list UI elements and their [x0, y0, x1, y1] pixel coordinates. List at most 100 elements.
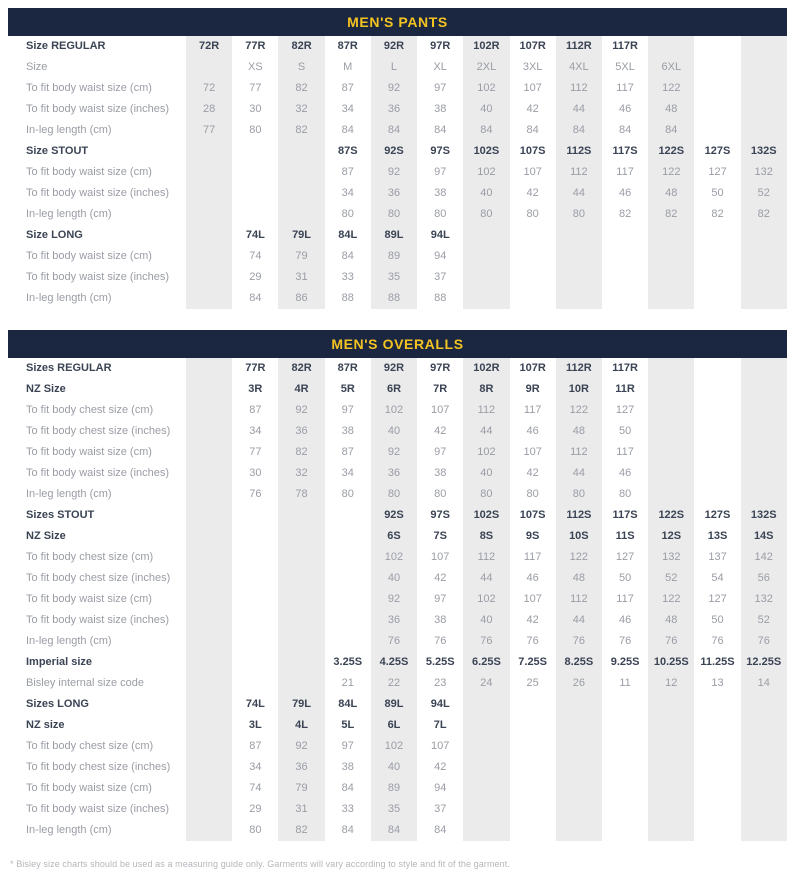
size-cell [186, 568, 233, 589]
size-cell: 44 [555, 183, 602, 204]
size-cell: 92 [278, 736, 325, 757]
size-cell: 84 [434, 124, 447, 136]
size-cell [278, 183, 325, 204]
table-row: To fit body waist size (inches) 36 38 40 42 4… [8, 610, 787, 631]
size-cell: 76 [249, 488, 262, 500]
size-cell: 112S [555, 505, 602, 526]
size-cell: 89L [370, 225, 418, 246]
size-cell [740, 120, 787, 141]
size-cell: 80 [555, 204, 602, 225]
size-cell: 122 [648, 589, 695, 610]
size-cell: 23 [434, 677, 447, 689]
table-row: In-leg length (cm) 77 80 82 84 84 84 84 84 84 84 84 [8, 120, 787, 141]
size-cell: 4L [278, 715, 325, 736]
row-label: To fit body waist size (cm) [26, 166, 152, 178]
size-cell [740, 288, 787, 309]
size-cell: 9S [525, 530, 540, 542]
table-row: NZ size 3L 4L 5L 6L 7L [8, 715, 787, 736]
size-cell [232, 162, 278, 183]
size-cell [186, 631, 233, 652]
size-cell: 32 [278, 99, 325, 120]
size-cell: 5R [340, 383, 355, 395]
size-cell: 36 [278, 421, 325, 442]
size-cell: 84 [249, 292, 262, 304]
table-row: NZ Size 6S 7S 8S 9S 10S 11S 12S 13S 14S [8, 526, 787, 547]
size-cell [555, 246, 602, 267]
size-cell: 77 [249, 82, 262, 94]
size-cell [186, 162, 233, 183]
table-row: Bisley internal size code 21 22 23 24 25 26 11 1… [8, 673, 787, 694]
size-cell [278, 162, 325, 183]
size-cell: 35 [370, 799, 418, 820]
size-cell: 37 [434, 803, 447, 815]
size-cell [694, 820, 740, 841]
size-cell: 94L [430, 229, 450, 241]
size-cell [278, 568, 325, 589]
size-cell [694, 267, 740, 288]
size-cell [186, 778, 233, 799]
size-cell: 48 [648, 183, 695, 204]
size-cell [740, 246, 787, 267]
size-cell: 34 [341, 103, 354, 115]
size-cell [278, 526, 325, 547]
size-cell [740, 267, 787, 288]
size-cell [694, 757, 740, 778]
size-cell: 122 [555, 400, 602, 421]
size-cell [694, 379, 740, 400]
size-cell [555, 799, 602, 820]
size-cell: 102S [463, 141, 510, 162]
table-row: NZ Size 3R 4R 5R 6R 7R 8R 9R 10R 11R [8, 379, 787, 400]
size-cell [694, 484, 740, 505]
size-cell [602, 694, 648, 715]
row-label: NZ Size [26, 383, 66, 395]
table-row: To fit body waist size (cm) 92 97 102 107 112… [8, 589, 787, 610]
size-cell [694, 288, 740, 309]
table-title: MEN'S OVERALLS [331, 336, 464, 352]
table-row: To fit body waist size (inches) 28 30 32 34 3… [8, 99, 787, 120]
size-cell: 12.25S [740, 652, 787, 673]
size-cell: 117R [612, 362, 638, 374]
table-row: To fit body chest size (cm) 102 107 112 117 1… [8, 547, 787, 568]
size-cell [602, 757, 648, 778]
size-cell: 84 [463, 120, 510, 141]
size-cell [555, 715, 602, 736]
size-cell: 31 [278, 799, 325, 820]
size-cell [510, 225, 556, 246]
size-cell [694, 78, 740, 99]
size-cell [510, 267, 556, 288]
size-cell: 122 [648, 78, 695, 99]
disclaimer-note: * Bisley size charts should be used as a… [10, 859, 510, 869]
size-cell [278, 589, 325, 610]
size-cell: 107 [523, 446, 542, 458]
size-cell: 8R [463, 379, 510, 400]
size-cell [648, 379, 695, 400]
size-cell [740, 694, 787, 715]
size-cell: 112 [555, 442, 602, 463]
row-label: In-leg length (cm) [26, 824, 112, 836]
size-cell: S [278, 57, 325, 78]
size-cell: 29 [249, 271, 262, 283]
size-cell: 132S [740, 505, 787, 526]
size-cell [186, 183, 233, 204]
table-row: To fit body waist size (inches) 29 31 33 35 3… [8, 267, 787, 288]
size-cell [325, 526, 371, 547]
size-cell: 77 [249, 446, 262, 458]
size-cell: 92S [370, 505, 418, 526]
size-cell: 127S [704, 145, 731, 157]
table-row: To fit body waist size (cm) 87 92 97 102 107 1… [8, 162, 787, 183]
row-label: To fit body waist size (cm) [26, 446, 152, 458]
size-cell [740, 358, 787, 379]
size-cell [648, 778, 695, 799]
size-cell [278, 610, 325, 631]
size-cell: 42 [526, 614, 539, 626]
size-cell [186, 141, 233, 162]
mens-pants-table: MEN'S PANTS Size REGULAR 72R 77R 82R 87R 92R 9… [8, 8, 787, 309]
table-row: To fit body waist size (cm) 74 79 84 89 94 [8, 778, 787, 799]
row-label: To fit body waist size (inches) [26, 467, 170, 479]
size-cell: 72 [186, 78, 233, 99]
size-cell: 92R [370, 358, 418, 379]
size-cell: 6L [370, 715, 418, 736]
size-cell: 102R [463, 36, 510, 57]
table-row: Sizes STOUT 92S 97S 102S 107S 112S 117S 122S 127… [8, 505, 787, 526]
